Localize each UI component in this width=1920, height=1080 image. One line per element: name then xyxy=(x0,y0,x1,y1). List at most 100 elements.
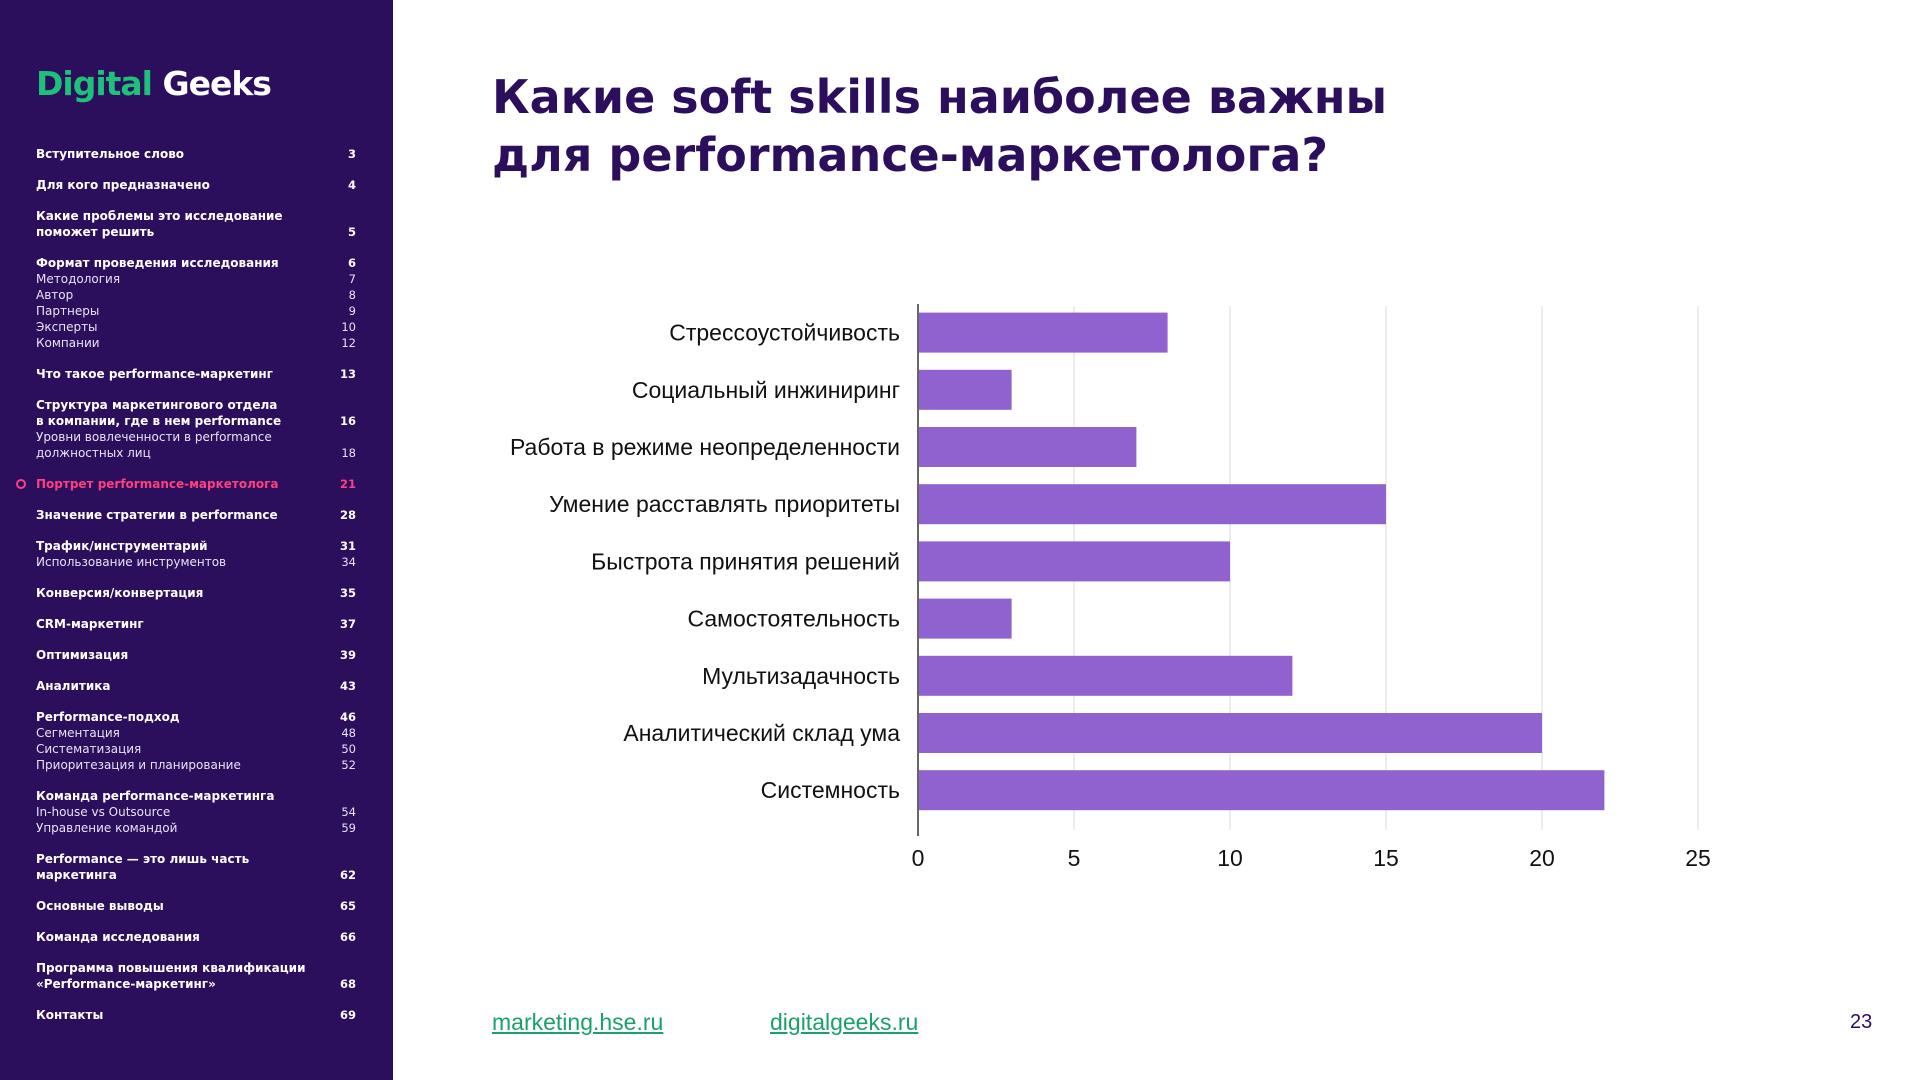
toc-item[interactable]: Формат проведения исследования 6 Методолог… xyxy=(36,255,356,351)
toc-row[interactable]: Управление командой 59 xyxy=(36,820,356,836)
x-tick-label: 10 xyxy=(1217,845,1243,870)
toc-item[interactable]: CRM-маркетинг 37 xyxy=(36,616,356,632)
toc-title: Методология xyxy=(36,272,121,286)
toc-page-number: 8 xyxy=(348,288,356,302)
toc-item[interactable]: Команда исследования 66 xyxy=(36,929,356,945)
category-label: Аналитический склад ума xyxy=(623,720,900,746)
bar xyxy=(919,484,1386,525)
soft-skills-bar-chart: Стрессоустойчивость Социальный инжиниринг… xyxy=(510,304,1711,870)
table-of-contents: Вступительное слово 3 Для кого предназначе… xyxy=(16,146,356,1038)
chart-category-labels: Стрессоустойчивость Социальный инжиниринг… xyxy=(510,320,900,804)
toc-item[interactable]: Что такое performance-маркетинг 13 xyxy=(36,366,356,382)
toc-page-number: 50 xyxy=(341,742,356,756)
toc-row[interactable]: Команда исследования 66 xyxy=(36,929,356,945)
toc-page-number: 37 xyxy=(339,617,356,631)
toc-row[interactable]: Методология 7 xyxy=(36,271,356,287)
toc-item[interactable]: Программа повышения квалификации «Perfor… xyxy=(36,960,356,992)
toc-row[interactable]: Автор 8 xyxy=(36,287,356,303)
toc-title: Конверсия/конвертация xyxy=(36,586,204,600)
toc-item[interactable]: Вступительное слово 3 xyxy=(36,146,356,162)
toc-page-number: 43 xyxy=(339,679,356,693)
toc-title: Приоритезация и планирование xyxy=(36,758,241,772)
toc-row[interactable]: Какие проблемы это исследование поможет … xyxy=(36,208,356,240)
toc-page-number: 6 xyxy=(347,256,356,270)
toc-page-number: 39 xyxy=(339,648,356,662)
toc-row[interactable]: Основные выводы 65 xyxy=(36,898,356,914)
marketing-hse-link[interactable]: marketing.hse.ru xyxy=(492,1009,664,1035)
toc-item[interactable]: Performance — это лишь часть маркетинга 6… xyxy=(36,851,356,883)
toc-row[interactable]: Контакты 69 xyxy=(36,1007,356,1023)
toc-title: Структура маркетингового отдела в компан… xyxy=(36,398,282,428)
toc-title: Компании xyxy=(36,336,100,350)
toc-title: Вступительное слово xyxy=(36,147,185,161)
toc-item[interactable]: Портрет performance-маркетолога 21 xyxy=(16,476,356,492)
toc-item[interactable]: Конверсия/конвертация 35 xyxy=(36,585,356,601)
toc-row[interactable]: Вступительное слово 3 xyxy=(36,146,356,162)
toc-row[interactable]: Оптимизация 39 xyxy=(36,647,356,663)
chart-x-axis: 0 5 10 15 20 25 xyxy=(912,304,1711,870)
toc-page-number: 35 xyxy=(339,586,356,600)
toc-row[interactable]: Эксперты 10 xyxy=(36,319,356,335)
toc-row[interactable]: Компании 12 xyxy=(36,335,356,351)
toc-row[interactable]: Приоритезация и планирование 52 xyxy=(36,757,356,773)
toc-row[interactable]: Значение стратегии в performance 28 xyxy=(36,507,356,523)
toc-item[interactable]: Основные выводы 65 xyxy=(36,898,356,914)
toc-title: Что такое performance-маркетинг xyxy=(36,367,273,381)
logo-part-geeks: Geeks xyxy=(162,64,272,103)
toc-row[interactable]: Аналитика 43 xyxy=(36,678,356,694)
toc-row[interactable]: Performance — это лишь часть маркетинга 6… xyxy=(36,851,356,883)
toc-title: Управление командой xyxy=(36,821,178,835)
category-label: Быстрота принятия решений xyxy=(591,548,900,574)
toc-title: Программа повышения квалификации «Perfor… xyxy=(36,961,306,991)
toc-page-number: 16 xyxy=(339,414,356,428)
toc-row[interactable]: Трафик/инструментарий 31 xyxy=(36,538,356,554)
bar xyxy=(919,655,1293,696)
toc-row[interactable]: Performance-подход 46 xyxy=(36,709,356,725)
toc-item[interactable]: Команда performance-маркетинга In-house v… xyxy=(36,788,356,836)
toc-row[interactable]: Конверсия/конвертация 35 xyxy=(36,585,356,601)
toc-item[interactable]: Структура маркетингового отдела в компан… xyxy=(36,397,356,461)
toc-item[interactable]: Какие проблемы это исследование поможет … xyxy=(36,208,356,240)
toc-item[interactable]: Для кого предназначено 4 xyxy=(36,177,356,193)
toc-page-number: 62 xyxy=(339,868,356,882)
toc-item[interactable]: Трафик/инструментарий 31 Использование инс… xyxy=(36,538,356,570)
toc-title: CRM-маркетинг xyxy=(36,617,144,631)
x-tick-label: 0 xyxy=(912,845,925,870)
toc-row[interactable]: Команда performance-маркетинга xyxy=(36,788,356,804)
toc-title: Команда performance-маркетинга xyxy=(36,789,275,803)
toc-row[interactable]: Программа повышения квалификации «Perfor… xyxy=(36,960,356,992)
bar xyxy=(919,598,1012,639)
toc-title: Для кого предназначено xyxy=(36,178,210,192)
toc-row[interactable]: CRM-маркетинг 37 xyxy=(36,616,356,632)
toc-item[interactable]: Аналитика 43 xyxy=(36,678,356,694)
toc-row[interactable]: Систематизация 50 xyxy=(36,741,356,757)
toc-title: Значение стратегии в performance xyxy=(36,508,278,522)
digitalgeeks-link[interactable]: digitalgeeks.ru xyxy=(770,1009,919,1035)
toc-row[interactable]: Портрет performance-маркетолога 21 xyxy=(36,476,356,492)
toc-row[interactable]: Партнеры 9 xyxy=(36,303,356,319)
slide-title: Какие soft skills наиболее важны для per… xyxy=(492,70,1388,182)
toc-item[interactable]: Оптимизация 39 xyxy=(36,647,356,663)
toc-page-number: 52 xyxy=(341,758,356,772)
toc-title: Контакты xyxy=(36,1008,104,1022)
toc-item[interactable]: Контакты 69 xyxy=(36,1007,356,1023)
toc-row[interactable]: Сегментация 48 xyxy=(36,725,356,741)
toc-item[interactable]: Значение стратегии в performance 28 xyxy=(36,507,356,523)
toc-title: Уровни вовлеченности в performance должн… xyxy=(36,430,272,460)
toc-row[interactable]: Структура маркетингового отдела в компан… xyxy=(36,397,356,429)
toc-row[interactable]: Для кого предназначено 4 xyxy=(36,177,356,193)
toc-title: Аналитика xyxy=(36,679,111,693)
toc-page-number: 68 xyxy=(339,977,356,991)
toc-page-number: 4 xyxy=(347,178,356,192)
toc-row[interactable]: Что такое performance-маркетинг 13 xyxy=(36,366,356,382)
toc-row[interactable]: Формат проведения исследования 6 xyxy=(36,255,356,271)
toc-item[interactable]: Performance-подход 46 Сегментация 48 Система… xyxy=(36,709,356,773)
toc-title: Основные выводы xyxy=(36,899,164,913)
category-label: Мультизадачность xyxy=(702,663,900,689)
toc-row[interactable]: In-house vs Outsource 54 xyxy=(36,804,356,820)
toc-page-number: 54 xyxy=(341,805,356,819)
toc-row[interactable]: Использование инструментов 34 xyxy=(36,554,356,570)
toc-row[interactable]: Уровни вовлеченности в performance должн… xyxy=(36,429,356,461)
toc-page-number: 66 xyxy=(339,930,356,944)
bar xyxy=(919,713,1542,753)
